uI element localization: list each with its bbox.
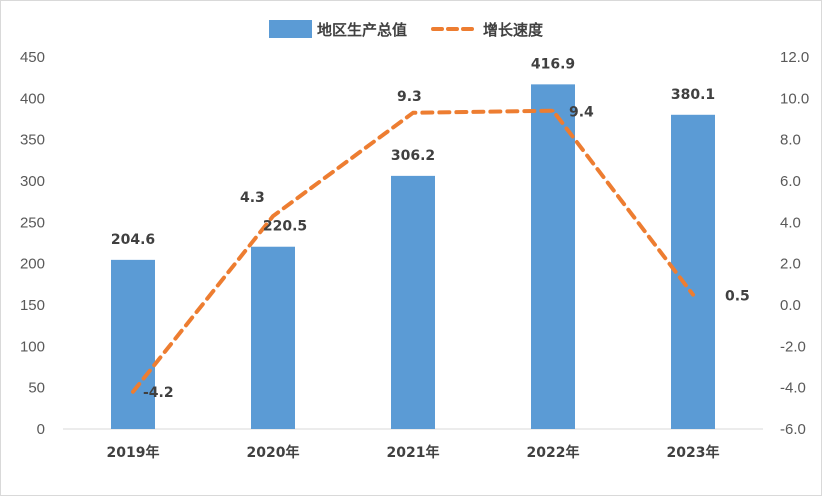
x-tick-label: 2022年 bbox=[527, 444, 580, 461]
x-tick-label: 2023年 bbox=[667, 444, 720, 461]
bar-value-label: 416.9 bbox=[531, 56, 575, 72]
bar-value-label: 306.2 bbox=[391, 148, 435, 164]
bar-1 bbox=[111, 259, 155, 429]
y-left-tick-label: 400 bbox=[20, 90, 45, 107]
y-left-tick-label: 300 bbox=[20, 173, 45, 190]
growth-value-label: -4.2 bbox=[143, 385, 174, 401]
growth-rate-point-5 bbox=[691, 293, 695, 297]
x-tick-label: 2020年 bbox=[247, 444, 300, 461]
y-left-tick-label: 200 bbox=[20, 256, 45, 273]
legend-label-bar: 地区生产总值 bbox=[317, 21, 407, 39]
bar-5 bbox=[671, 114, 715, 429]
growth-rate-point-1 bbox=[131, 390, 135, 394]
growth-rate-point-3 bbox=[411, 111, 415, 115]
x-tick-label: 2021年 bbox=[387, 444, 440, 461]
y-right-tick-label: 10.0 bbox=[780, 90, 809, 107]
legend-label-line: 增长速度 bbox=[483, 21, 544, 39]
bar-3 bbox=[391, 175, 435, 429]
growth-rate-point-2 bbox=[271, 214, 275, 218]
bar-4 bbox=[531, 84, 575, 429]
y-right-tick-label: 4.0 bbox=[780, 214, 801, 231]
bar-2 bbox=[251, 246, 295, 429]
x-tick-label: 2019年 bbox=[107, 444, 160, 461]
y-right-tick-label: -4.0 bbox=[780, 380, 806, 397]
y-right-tick-label: 8.0 bbox=[780, 132, 801, 149]
legend-swatch-bar bbox=[269, 20, 312, 38]
y-left-tick-label: 50 bbox=[28, 380, 45, 397]
bar-value-label: 220.5 bbox=[263, 219, 307, 235]
bar-value-label: 380.1 bbox=[671, 87, 715, 103]
y-left-tick-label: 250 bbox=[20, 214, 45, 231]
growth-value-label: 9.3 bbox=[397, 89, 422, 105]
growth-value-label: 4.3 bbox=[240, 190, 265, 206]
y-right-tick-label: 6.0 bbox=[780, 173, 801, 190]
y-right-tick-label: 2.0 bbox=[780, 256, 801, 273]
growth-value-label: 9.4 bbox=[569, 105, 594, 121]
y-right-tick-label: -6.0 bbox=[780, 421, 806, 438]
y-left-tick-label: 450 bbox=[20, 49, 45, 66]
y-left-tick-label: 0 bbox=[37, 421, 45, 438]
bar-value-label: 204.6 bbox=[111, 232, 155, 248]
y-right-tick-label: 12.0 bbox=[780, 49, 809, 66]
y-right-tick-label: 0.0 bbox=[780, 297, 801, 314]
y-left-tick-label: 350 bbox=[20, 132, 45, 149]
y-left-tick-label: 150 bbox=[20, 297, 45, 314]
y-right-tick-label: -2.0 bbox=[780, 338, 806, 355]
growth-rate-point-4 bbox=[551, 109, 555, 113]
y-left-tick-label: 100 bbox=[20, 338, 45, 355]
growth-value-label: 0.5 bbox=[725, 289, 750, 305]
